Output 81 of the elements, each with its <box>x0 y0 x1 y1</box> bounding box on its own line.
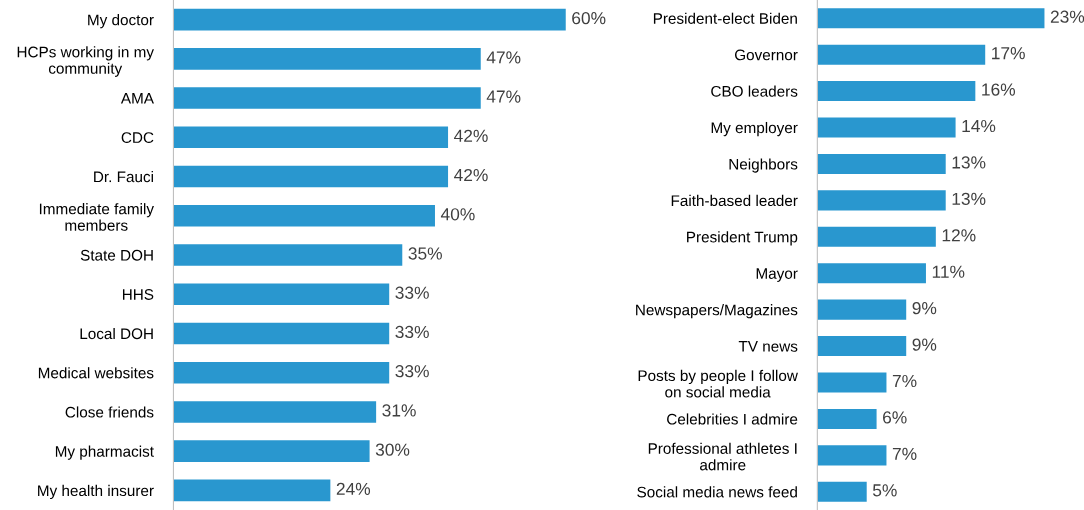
data-label: 13% <box>952 156 986 169</box>
bar <box>173 48 481 70</box>
data-label: 17% <box>992 47 1025 60</box>
data-label: 7% <box>892 374 917 388</box>
data-label: 6% <box>883 411 907 424</box>
bar <box>173 283 390 306</box>
bar <box>817 445 887 466</box>
y-tick-label: Medical websites <box>38 367 154 379</box>
bar <box>817 8 1045 29</box>
bar <box>817 408 877 429</box>
data-label: 31% <box>382 404 416 417</box>
data-label: 16% <box>982 83 1016 96</box>
y-tick-label: Faith-based leader <box>671 194 798 207</box>
bar <box>817 44 986 65</box>
bar <box>173 440 370 462</box>
bar <box>817 117 956 138</box>
bar <box>817 153 946 174</box>
y-tick-label: Local DOH <box>80 327 153 340</box>
bar <box>173 244 403 266</box>
y-tick-label: CBO leaders <box>711 85 798 97</box>
data-label: 9% <box>912 338 937 351</box>
bar <box>173 361 390 384</box>
data-label: 9% <box>912 302 937 315</box>
bar <box>817 336 907 357</box>
y-tick-label: Professional athletes I admire <box>648 442 797 471</box>
y-tick-label: CDC <box>121 132 154 143</box>
data-label: 35% <box>408 247 442 260</box>
bar <box>173 204 435 227</box>
data-label: 33% <box>395 365 429 378</box>
bar <box>817 81 976 102</box>
bar <box>173 8 566 31</box>
data-label: 33% <box>395 325 429 339</box>
y-tick-label: Immediate family members <box>39 203 154 231</box>
data-label: 24% <box>336 482 371 495</box>
data-label: 40% <box>440 208 475 221</box>
y-tick-label: State DOH <box>80 249 153 261</box>
bar <box>173 401 377 423</box>
bar <box>173 126 449 149</box>
y-tick-label: Posts by people I follow on social media <box>638 369 798 398</box>
data-label: 30% <box>375 443 410 456</box>
y-tick-label: My doctor <box>88 14 154 29</box>
data-label: 42% <box>454 129 488 142</box>
y-tick-label: My pharmacist <box>55 445 154 460</box>
y-tick-label: Close friends <box>65 406 154 418</box>
bar <box>817 226 936 247</box>
y-tick-label: President Trump <box>687 231 798 246</box>
bar <box>817 263 926 284</box>
y-tick-label: Celebrities I admire <box>667 413 798 425</box>
y-tick-label: My health insurer <box>38 484 154 500</box>
bar <box>173 165 449 188</box>
bar <box>817 372 887 393</box>
bar <box>817 190 946 211</box>
data-label: 14% <box>962 119 996 133</box>
y-tick-label: HHS <box>122 289 154 300</box>
y-tick-label: My employer <box>711 121 798 137</box>
data-label: 42% <box>454 168 488 182</box>
y-tick-label: AMA <box>120 93 154 104</box>
data-label: 7% <box>892 447 917 460</box>
bar <box>173 479 331 502</box>
data-label: 12% <box>942 229 976 242</box>
data-label: 33% <box>395 286 429 299</box>
y-tick-label: HCPs working in my community <box>17 46 154 77</box>
data-label: 47% <box>486 90 521 103</box>
bar <box>817 481 867 502</box>
y-tick-label: Social media news feed <box>637 486 797 498</box>
data-label: 13% <box>952 192 986 206</box>
y-tick-label: Newspapers/Magazines <box>636 304 798 319</box>
bar <box>173 87 481 109</box>
data-label: 5% <box>872 484 897 497</box>
y-tick-label: President-elect Biden <box>653 12 797 24</box>
y-tick-label: Neighbors <box>729 158 798 173</box>
y-tick-label: Dr. Fauci <box>94 171 153 183</box>
data-label: 47% <box>486 51 521 64</box>
y-tick-label: Governor <box>734 49 798 61</box>
data-label: 23% <box>1050 10 1084 23</box>
bar <box>817 299 907 320</box>
bar <box>173 322 390 345</box>
y-tick-label: TV news <box>738 341 798 352</box>
data-label: 11% <box>932 265 965 278</box>
y-tick-label: Mayor <box>756 268 798 282</box>
data-label: 60% <box>572 11 606 25</box>
